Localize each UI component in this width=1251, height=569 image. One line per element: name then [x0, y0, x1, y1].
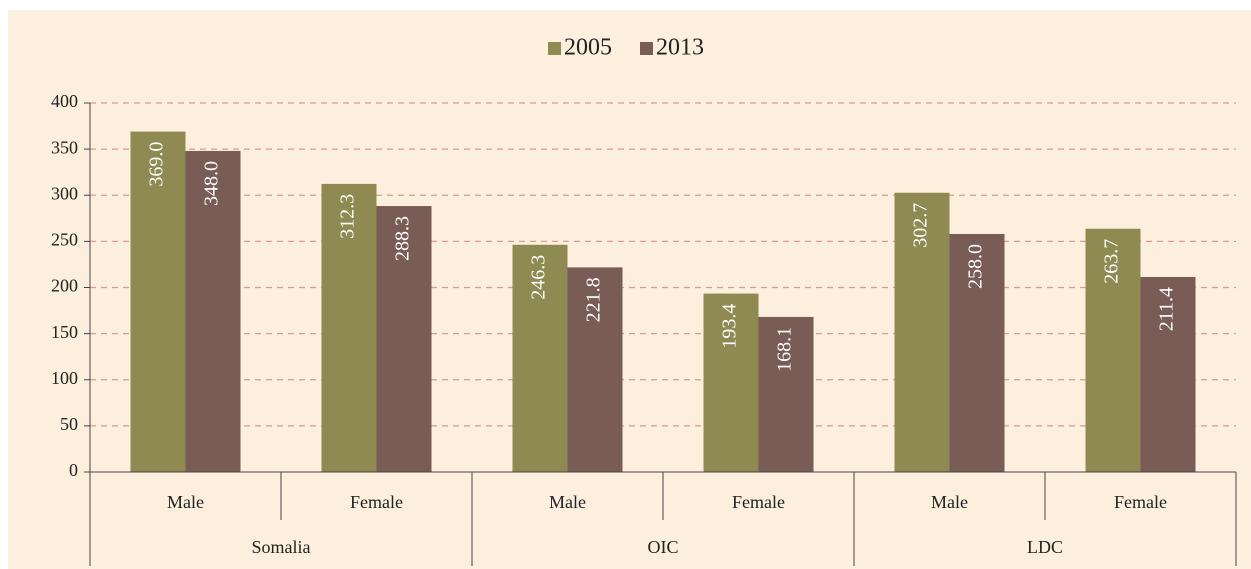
bar — [321, 183, 377, 472]
bar — [567, 267, 623, 472]
y-tick-label: 200 — [51, 276, 78, 296]
y-tick-label: 350 — [51, 137, 78, 157]
y-tick-label: 100 — [51, 368, 78, 388]
bar — [185, 150, 241, 472]
value-label: 369.0 — [146, 142, 168, 187]
value-label: 168.1 — [774, 327, 796, 372]
value-label: 211.4 — [1156, 287, 1178, 331]
x-tick-label: Male — [931, 492, 968, 512]
y-tick-label: 250 — [51, 230, 78, 250]
bar — [1085, 228, 1141, 472]
bar — [703, 293, 759, 472]
bar — [894, 192, 950, 472]
y-tick-label: 300 — [51, 183, 78, 203]
legend-swatch — [548, 42, 561, 55]
bar — [512, 244, 568, 472]
value-label: 193.4 — [719, 304, 741, 349]
value-label: 221.8 — [583, 277, 605, 322]
legend-label: 2005 — [564, 35, 612, 61]
value-label: 302.7 — [910, 203, 932, 248]
x-group-label: OIC — [648, 537, 679, 557]
bar — [1140, 276, 1196, 472]
y-tick-label: 400 — [51, 91, 78, 111]
y-tick-label: 150 — [51, 322, 78, 342]
value-label: 258.0 — [965, 244, 987, 289]
bar — [376, 206, 432, 472]
value-label: 263.7 — [1101, 239, 1123, 284]
x-group-label: LDC — [1027, 537, 1063, 557]
x-tick-label: Female — [350, 492, 403, 512]
x-group-label: Somalia — [252, 537, 311, 557]
legend-swatch — [640, 42, 653, 55]
y-tick-label: 0 — [69, 460, 78, 480]
value-label: 348.0 — [201, 161, 223, 206]
bar — [949, 233, 1005, 472]
value-label: 288.3 — [392, 216, 414, 261]
legend-label: 2013 — [656, 35, 704, 61]
bar — [130, 131, 186, 472]
bar — [758, 316, 814, 472]
value-label: 312.3 — [337, 194, 359, 239]
y-tick-label: 50 — [60, 414, 78, 434]
x-tick-label: Male — [167, 492, 204, 512]
value-label: 246.3 — [528, 255, 550, 300]
x-tick-label: Female — [1114, 492, 1167, 512]
x-tick-label: Male — [549, 492, 586, 512]
x-tick-label: Female — [732, 492, 785, 512]
